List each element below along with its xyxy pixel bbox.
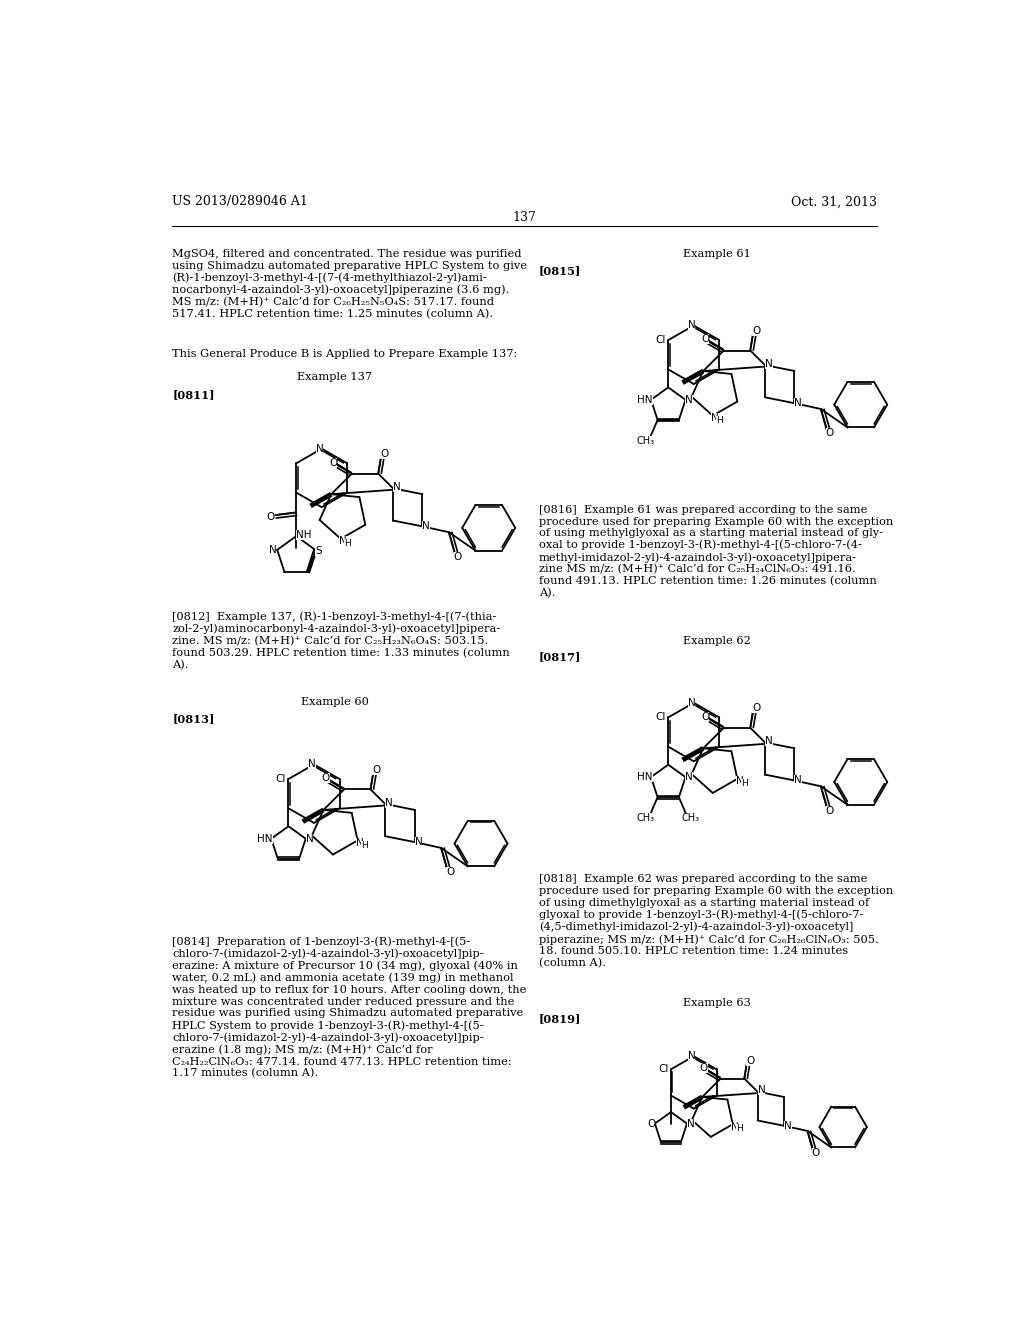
Text: N: N [765,737,773,746]
Text: CH₃: CH₃ [637,813,654,822]
Text: N: N [784,1121,792,1131]
Text: H: H [344,539,351,548]
Text: [0812]  Example 137, (R)-1-benzoyl-3-methyl-4-[(7-(thia-
zol-2-yl)aminocarbonyl-: [0812] Example 137, (R)-1-benzoyl-3-meth… [172,611,510,671]
Text: N: N [415,837,423,847]
Text: N: N [795,399,802,408]
Text: N: N [339,536,347,546]
Text: N: N [268,545,276,554]
Text: O: O [812,1148,820,1158]
Text: HN: HN [637,772,652,783]
Text: Cl: Cl [275,774,286,784]
Text: N: N [315,444,324,454]
Text: N: N [687,321,695,330]
Text: N: N [687,1118,694,1129]
Text: [0817]: [0817] [539,651,582,663]
Text: O: O [825,805,835,816]
Text: [0819]: [0819] [539,1014,582,1024]
Text: Cl: Cl [655,713,666,722]
Text: [0813]: [0813] [172,713,215,723]
Text: O: O [373,764,381,775]
Text: H: H [717,416,723,425]
Text: S: S [315,545,322,556]
Text: O: O [322,774,330,783]
Text: O: O [701,711,710,722]
Text: O: O [266,512,274,521]
Text: N: N [736,776,743,787]
Text: MgSO4, filtered and concentrated. The residue was purified
using Shimadzu automa: MgSO4, filtered and concentrated. The re… [172,249,527,319]
Text: H: H [741,779,748,788]
Text: N: N [758,1085,765,1096]
Text: US 2013/0289046 A1: US 2013/0289046 A1 [172,195,308,209]
Text: H: H [361,841,368,850]
Text: N: N [685,395,693,405]
Text: N: N [795,775,802,785]
Text: Oct. 31, 2013: Oct. 31, 2013 [792,195,878,209]
Text: N: N [687,698,695,708]
Text: N: N [685,772,693,783]
Text: NH: NH [296,531,311,540]
Text: N: N [385,797,393,808]
Text: N: N [393,482,400,492]
Text: [0811]: [0811] [172,389,215,400]
Text: N: N [687,1051,695,1061]
Text: [0814]  Preparation of 1-benzoyl-3-(R)-methyl-4-[(5-
chloro-7-(imidazol-2-yl)-4-: [0814] Preparation of 1-benzoyl-3-(R)-me… [172,936,526,1078]
Text: Example 60: Example 60 [301,697,369,708]
Text: This General Produce B is Applied to Prepare Example 137:: This General Produce B is Applied to Pre… [172,350,517,359]
Text: [0815]: [0815] [539,264,581,276]
Text: [0816]  Example 61 was prepared according to the same
procedure used for prepari: [0816] Example 61 was prepared according… [539,506,893,598]
Text: O: O [699,1064,708,1073]
Text: N: N [765,359,773,368]
Text: Example 62: Example 62 [683,636,751,645]
Text: Cl: Cl [658,1064,669,1074]
Text: HN: HN [637,395,652,405]
Text: CH₃: CH₃ [637,436,654,446]
Text: Cl: Cl [655,335,666,345]
Text: O: O [825,429,835,438]
Text: O: O [380,449,388,459]
Text: N: N [308,759,315,770]
Text: N: N [423,521,430,532]
Text: O: O [647,1118,655,1129]
Text: O: O [329,458,337,467]
Text: N: N [712,413,719,422]
Text: N: N [731,1122,739,1131]
Text: Example 61: Example 61 [683,249,751,259]
Text: O: O [745,1056,755,1065]
Text: O: O [753,326,761,335]
Text: Example 137: Example 137 [297,372,373,383]
Text: [0818]  Example 62 was prepared according to the same
procedure used for prepari: [0818] Example 62 was prepared according… [539,874,893,968]
Text: CH₃: CH₃ [682,813,699,822]
Text: O: O [446,867,455,878]
Text: H: H [736,1125,743,1134]
Text: N: N [356,838,364,847]
Text: O: O [753,704,761,713]
Text: Example 63: Example 63 [683,998,751,1007]
Text: O: O [701,334,710,345]
Text: N: N [306,834,313,843]
Text: O: O [454,552,462,561]
Text: 137: 137 [513,211,537,224]
Text: HN: HN [257,834,272,843]
